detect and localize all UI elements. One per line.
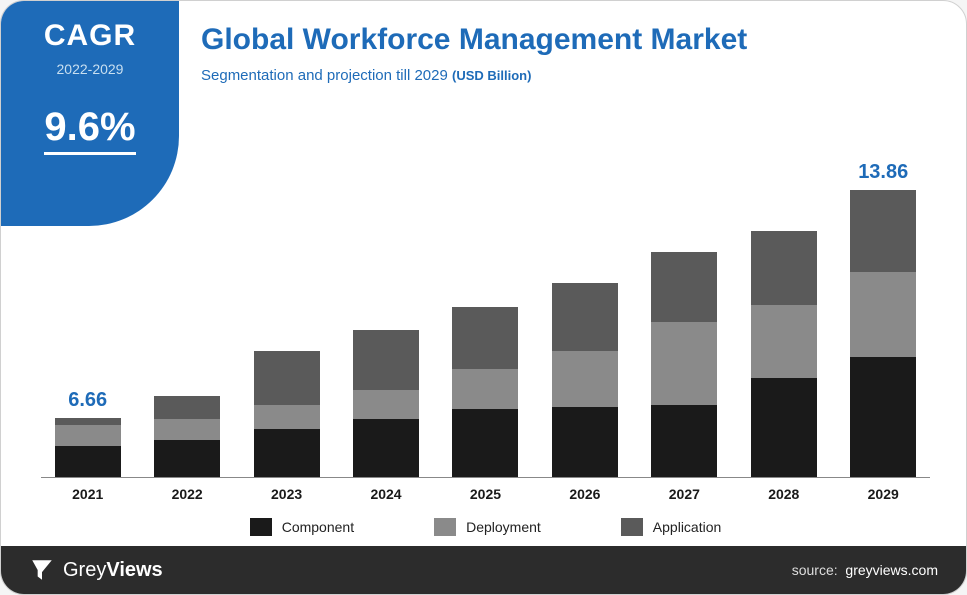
bar-segment — [254, 429, 320, 477]
x-axis-label: 2025 — [447, 486, 524, 502]
main-area: CAGR 2022-2029 9.6% Global Workforce Man… — [1, 1, 966, 546]
bar-stack — [353, 330, 419, 477]
bar-segment — [452, 369, 518, 408]
bar-stack — [154, 396, 220, 477]
chart-title: Global Workforce Management Market — [201, 23, 930, 57]
bar-segment — [850, 190, 916, 272]
bar-value-label: 13.86 — [858, 161, 908, 184]
brand-text: GreyViews — [63, 559, 163, 582]
bar-group — [148, 390, 225, 477]
bar-segment — [651, 405, 717, 477]
bar-segment — [154, 440, 220, 477]
legend-swatch — [250, 518, 272, 536]
bar-segment — [254, 351, 320, 405]
bar-segment — [850, 357, 916, 477]
x-axis-label: 2022 — [148, 486, 225, 502]
x-axis-label: 2023 — [248, 486, 325, 502]
infographic-card: CAGR 2022-2029 9.6% Global Workforce Man… — [0, 0, 967, 595]
brand-logo: GreyViews — [29, 557, 163, 583]
bar-segment — [552, 351, 618, 407]
bar-group: 6.66 — [49, 389, 126, 477]
chart-zone: 6.6613.86 202120222023202420252026202720… — [41, 108, 930, 536]
bar-segment — [154, 419, 220, 440]
x-axis-label: 2026 — [546, 486, 623, 502]
bar-stack — [552, 283, 618, 477]
brand-icon — [29, 557, 55, 583]
bar-segment — [154, 396, 220, 419]
source-label: source: — [792, 562, 838, 578]
bar-stack — [751, 231, 817, 477]
legend: Component Deployment Application — [41, 518, 930, 536]
bar-group — [646, 246, 723, 478]
bar-segment — [452, 307, 518, 369]
bar-segment — [751, 378, 817, 477]
source-value: greyviews.com — [845, 562, 938, 578]
x-axis-label: 2028 — [745, 486, 822, 502]
bar-stack — [254, 351, 320, 477]
bar-segment — [353, 330, 419, 390]
chart-subtitle: Segmentation and projection till 2029 (U… — [201, 67, 930, 84]
bar-segment — [452, 409, 518, 477]
subtitle-unit: (USD Billion) — [452, 68, 531, 83]
bar-stack — [452, 307, 518, 477]
x-axis-label: 2024 — [347, 486, 424, 502]
brand-light: Grey — [63, 559, 106, 581]
x-axis-labels: 2021 2022 2023 2024 2025 2026 2027 2028 2029 — [41, 478, 930, 502]
bar-stack — [651, 252, 717, 478]
legend-label: Component — [282, 519, 354, 535]
source-text: source: greyviews.com — [792, 562, 938, 578]
subtitle-text: Segmentation and projection till 2029 — [201, 67, 448, 84]
bar-segment — [353, 390, 419, 419]
bar-segment — [651, 322, 717, 405]
bar-group — [447, 301, 524, 477]
bar-segment — [55, 425, 121, 446]
bar-stack — [55, 418, 121, 477]
legend-label: Application — [653, 519, 722, 535]
cagr-value: 9.6% — [44, 105, 135, 155]
bar-group — [745, 225, 822, 477]
legend-item: Deployment — [434, 518, 541, 536]
bar-group — [248, 345, 325, 477]
legend-item: Component — [250, 518, 354, 536]
bar-segment — [353, 419, 419, 477]
bar-segment — [850, 272, 916, 357]
cagr-title: CAGR — [13, 19, 167, 53]
bar-segment — [751, 305, 817, 377]
bar-segment — [55, 446, 121, 477]
bar-segment — [254, 405, 320, 430]
x-axis-label: 2029 — [845, 486, 922, 502]
legend-item: Application — [621, 518, 722, 536]
bar-segment — [55, 418, 121, 425]
bar-group: 13.86 — [845, 161, 922, 477]
footer-bar: GreyViews source: greyviews.com — [1, 546, 966, 594]
legend-swatch — [621, 518, 643, 536]
legend-label: Deployment — [466, 519, 541, 535]
bar-group — [546, 277, 623, 477]
bar-stack — [850, 190, 916, 477]
legend-swatch — [434, 518, 456, 536]
brand-bold: Views — [106, 559, 162, 581]
bar-segment — [651, 252, 717, 322]
x-axis-label: 2021 — [49, 486, 126, 502]
x-axis-label: 2027 — [646, 486, 723, 502]
bar-value-label: 6.66 — [68, 389, 107, 412]
bar-segment — [552, 283, 618, 351]
cagr-range: 2022-2029 — [13, 61, 167, 77]
bar-segment — [751, 231, 817, 305]
bar-group — [347, 324, 424, 477]
cagr-panel: CAGR 2022-2029 9.6% — [1, 1, 179, 226]
bar-segment — [552, 407, 618, 477]
